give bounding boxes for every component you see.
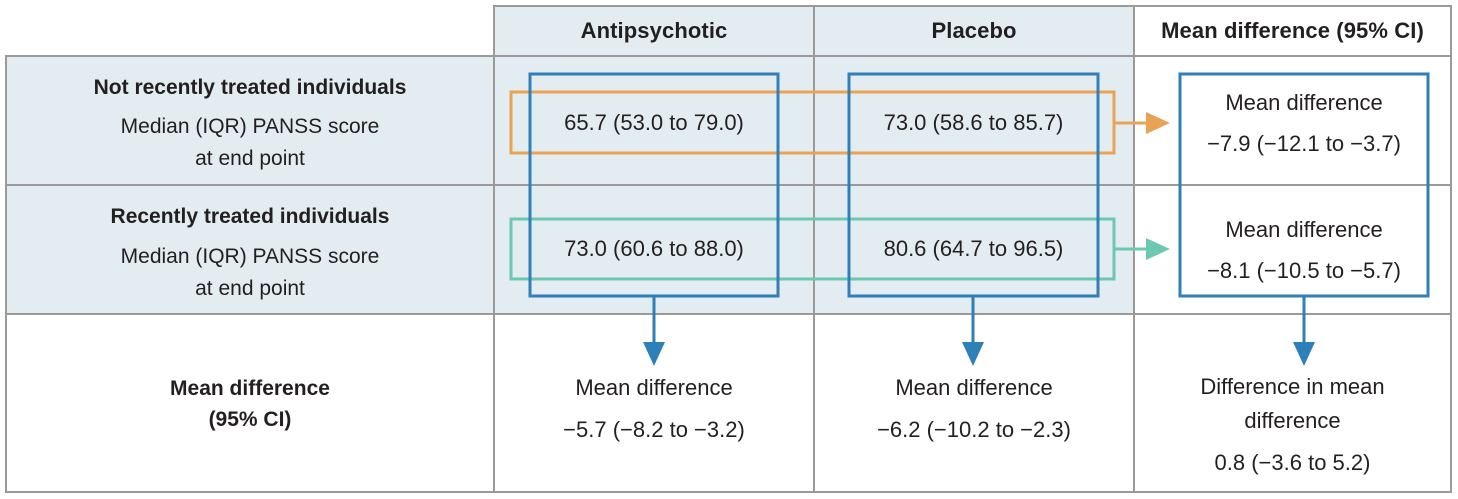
- value-recent-placebo: 80.6 (64.7 to 96.5): [883, 236, 1064, 261]
- row-shade-not-recent: [6, 56, 1134, 185]
- grid-line-top: [494, 5, 1452, 7]
- row-shade-recent: [6, 185, 1134, 314]
- md-recent-value: −8.1 (−10.5 to −5.7): [1207, 258, 1401, 283]
- teal-arrow-head: [1146, 238, 1170, 260]
- column-header-antipsychotic: Antipsychotic: [580, 18, 728, 43]
- row-subtitle-recent-line2: at end point: [195, 277, 305, 300]
- grid-line-row1: [5, 184, 1452, 186]
- row-title-not-recent: Not recently treated individuals: [93, 76, 407, 99]
- value-recent-antipsychotic: 73.0 (60.6 to 88.0): [564, 236, 744, 261]
- bottom-placebo-value: −6.2 (−10.2 to −2.3): [877, 417, 1071, 442]
- md-not-recent-label: Mean difference: [1225, 90, 1383, 115]
- blue-arrow-mean-difference-head: [1293, 342, 1315, 366]
- grid-line-right: [1450, 5, 1452, 493]
- header-shade-placebo: [814, 6, 1134, 56]
- bottom-antipsychotic-label: Mean difference: [575, 375, 733, 400]
- grid-line-col2: [813, 5, 815, 493]
- grid-line-header: [5, 55, 1452, 57]
- bottom-label-line2: (95% CI): [208, 408, 292, 431]
- column-header-placebo: Placebo: [931, 18, 1017, 43]
- bottom-placebo-label: Mean difference: [895, 375, 1053, 400]
- grid-line-bottom: [5, 491, 1452, 493]
- md-recent-label: Mean difference: [1225, 217, 1383, 242]
- grid-line-row2: [5, 313, 1452, 315]
- bottom-antipsychotic-value: −5.7 (−8.2 to −3.2): [563, 417, 745, 442]
- row-title-recent: Recently treated individuals: [110, 205, 390, 228]
- row-subtitle-not-recent-line1: Median (IQR) PANSS score: [120, 115, 380, 138]
- bottom-diff-label-line2: difference: [1244, 408, 1341, 433]
- bottom-diff-label-line1: Difference in mean: [1200, 374, 1385, 399]
- row-subtitle-not-recent-line2: at end point: [195, 147, 305, 170]
- value-not-recent-antipsychotic: 65.7 (53.0 to 79.0): [564, 110, 744, 135]
- column-header-mean-difference: Mean difference (95% CI): [1161, 18, 1424, 43]
- grid-line-left: [5, 55, 7, 493]
- grid-line-col1: [493, 5, 495, 493]
- row-subtitle-recent-line1: Median (IQR) PANSS score: [120, 245, 380, 268]
- md-not-recent-value: −7.9 (−12.1 to −3.7): [1207, 131, 1401, 156]
- orange-arrow-head: [1146, 112, 1170, 134]
- bottom-label-line1: Mean difference: [170, 377, 330, 400]
- bottom-diff-value: 0.8 (−3.6 to 5.2): [1214, 450, 1371, 475]
- blue-arrow-antipsychotic-head: [643, 342, 665, 366]
- blue-arrow-placebo-head: [962, 342, 984, 366]
- header-shade-antipsychotic: [494, 6, 814, 56]
- value-not-recent-placebo: 73.0 (58.6 to 85.7): [883, 110, 1064, 135]
